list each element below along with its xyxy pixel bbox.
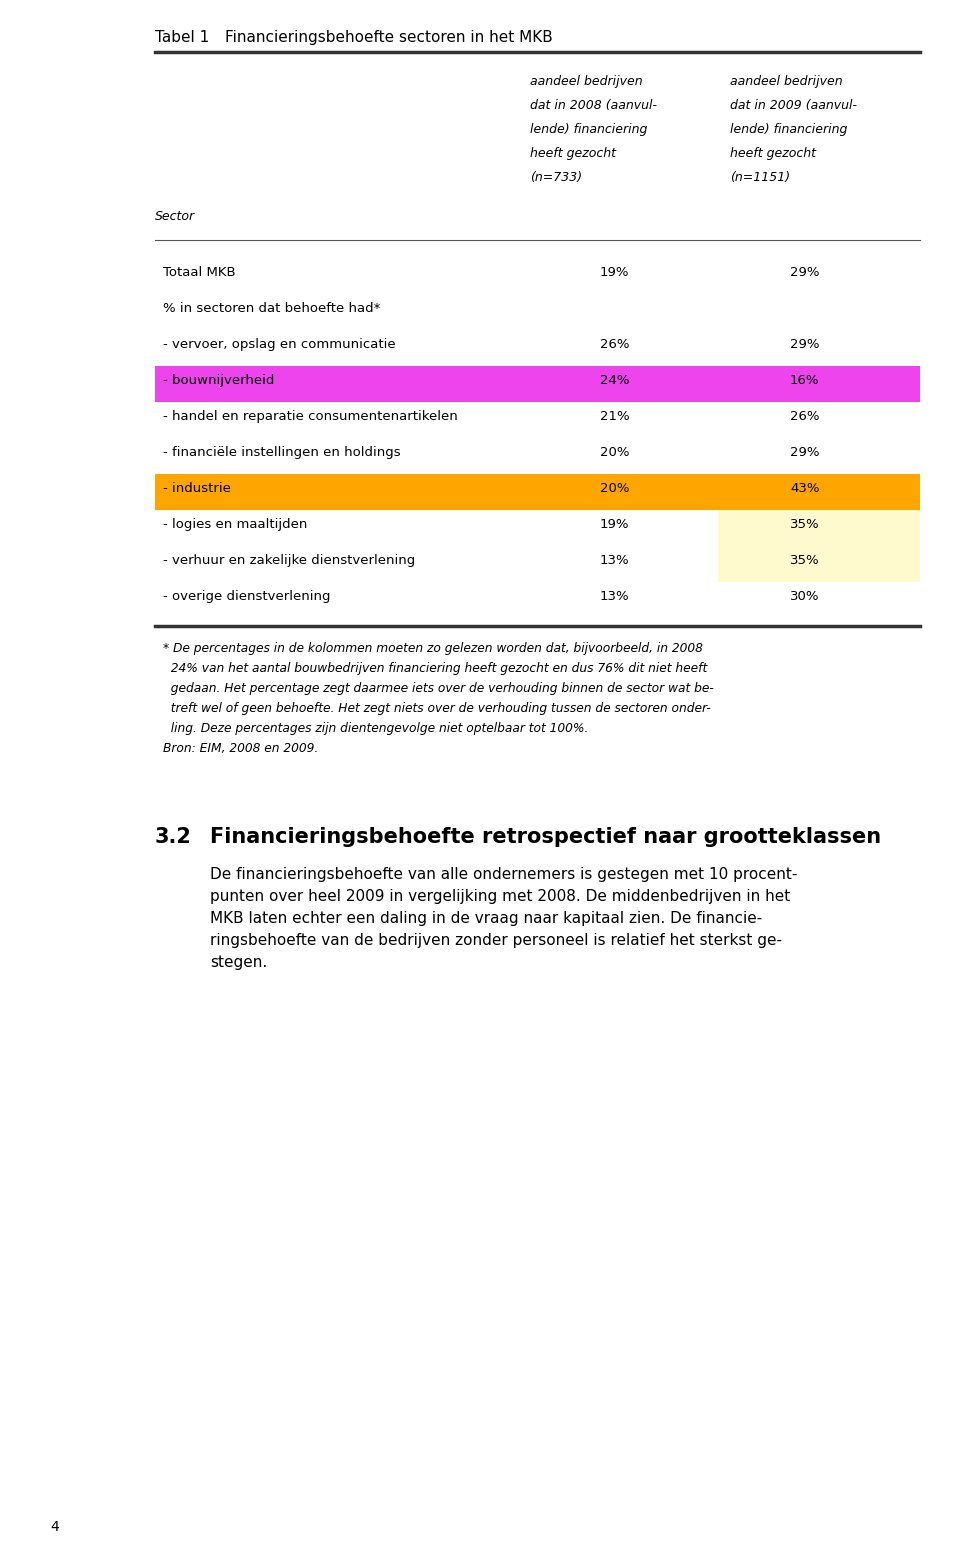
Text: 3.2: 3.2 bbox=[155, 827, 192, 847]
Text: MKB laten echter een daling in de vraag naar kapitaal zien. De financie-: MKB laten echter een daling in de vraag … bbox=[210, 911, 762, 925]
Text: - financiële instellingen en holdings: - financiële instellingen en holdings bbox=[163, 446, 400, 459]
Text: 43%: 43% bbox=[790, 482, 820, 494]
Text: (n=1151): (n=1151) bbox=[730, 171, 790, 183]
Text: Tabel 1: Tabel 1 bbox=[155, 30, 209, 45]
Text: 24% van het aantal bouwbedrijven financiering heeft gezocht en dus 76% dit niet : 24% van het aantal bouwbedrijven financi… bbox=[163, 662, 708, 675]
Text: Bron: EIM, 2008 en 2009.: Bron: EIM, 2008 en 2009. bbox=[163, 742, 319, 756]
Text: Financieringsbehoefte retrospectief naar grootteklassen: Financieringsbehoefte retrospectief naar… bbox=[210, 827, 881, 847]
Bar bbox=[718, 510, 920, 546]
Text: 21%: 21% bbox=[600, 411, 630, 423]
Text: - handel en reparatie consumentenartikelen: - handel en reparatie consumentenartikel… bbox=[163, 411, 458, 423]
Text: 13%: 13% bbox=[600, 589, 630, 603]
Text: 29%: 29% bbox=[790, 446, 820, 459]
Text: ringsbehoefte van de bedrijven zonder personeel is relatief het sterkst ge-: ringsbehoefte van de bedrijven zonder pe… bbox=[210, 933, 782, 949]
Text: 16%: 16% bbox=[790, 375, 820, 387]
Text: - industrie: - industrie bbox=[163, 482, 230, 494]
Text: stegen.: stegen. bbox=[210, 955, 267, 970]
Text: 19%: 19% bbox=[600, 266, 630, 278]
Text: 19%: 19% bbox=[600, 518, 630, 530]
Text: dat in 2009 (aanvul-: dat in 2009 (aanvul- bbox=[730, 100, 857, 112]
Text: (n=733): (n=733) bbox=[530, 171, 582, 183]
Text: Financieringsbehoefte sectoren in het MKB: Financieringsbehoefte sectoren in het MK… bbox=[225, 30, 553, 45]
Text: 13%: 13% bbox=[600, 554, 630, 568]
Text: lende) financiering: lende) financiering bbox=[730, 123, 848, 135]
Bar bbox=[155, 474, 920, 510]
Text: 35%: 35% bbox=[790, 554, 820, 568]
Text: 30%: 30% bbox=[790, 589, 820, 603]
Text: 29%: 29% bbox=[790, 266, 820, 278]
Text: aandeel bedrijven: aandeel bedrijven bbox=[730, 75, 843, 89]
Text: treft wel of geen behoefte. Het zegt niets over de verhouding tussen de sectoren: treft wel of geen behoefte. Het zegt nie… bbox=[163, 701, 710, 715]
Text: - bouwnijverheid: - bouwnijverheid bbox=[163, 375, 275, 387]
Text: - verhuur en zakelijke dienstverlening: - verhuur en zakelijke dienstverlening bbox=[163, 554, 416, 568]
Text: gedaan. Het percentage zegt daarmee iets over de verhouding binnen de sector wat: gedaan. Het percentage zegt daarmee iets… bbox=[163, 683, 713, 695]
Bar bbox=[155, 365, 920, 403]
Text: punten over heel 2009 in vergelijking met 2008. De middenbedrijven in het: punten over heel 2009 in vergelijking me… bbox=[210, 889, 790, 903]
Text: Totaal MKB: Totaal MKB bbox=[163, 266, 235, 278]
Text: heeft gezocht: heeft gezocht bbox=[530, 148, 616, 160]
Bar bbox=[718, 546, 920, 582]
Text: - vervoer, opslag en communicatie: - vervoer, opslag en communicatie bbox=[163, 337, 396, 351]
Text: 20%: 20% bbox=[600, 446, 630, 459]
Text: Sector: Sector bbox=[155, 210, 195, 222]
Text: 35%: 35% bbox=[790, 518, 820, 530]
Text: De financieringsbehoefte van alle ondernemers is gestegen met 10 procent-: De financieringsbehoefte van alle ondern… bbox=[210, 868, 798, 882]
Text: 26%: 26% bbox=[600, 337, 630, 351]
Text: - overige dienstverlening: - overige dienstverlening bbox=[163, 589, 330, 603]
Text: 24%: 24% bbox=[600, 375, 630, 387]
Text: ling. Deze percentages zijn dientengevolge niet optelbaar tot 100%.: ling. Deze percentages zijn dientengevol… bbox=[163, 722, 588, 736]
Text: * De percentages in de kolommen moeten zo gelezen worden dat, bijvoorbeeld, in 2: * De percentages in de kolommen moeten z… bbox=[163, 642, 703, 655]
Text: dat in 2008 (aanvul-: dat in 2008 (aanvul- bbox=[530, 100, 657, 112]
Text: aandeel bedrijven: aandeel bedrijven bbox=[530, 75, 642, 89]
Text: 4: 4 bbox=[50, 1519, 59, 1533]
Text: % in sectoren dat behoefte had*: % in sectoren dat behoefte had* bbox=[163, 302, 380, 316]
Text: - logies en maaltijden: - logies en maaltijden bbox=[163, 518, 307, 530]
Text: 26%: 26% bbox=[790, 411, 820, 423]
Text: heeft gezocht: heeft gezocht bbox=[730, 148, 816, 160]
Text: lende) financiering: lende) financiering bbox=[530, 123, 647, 135]
Text: 20%: 20% bbox=[600, 482, 630, 494]
Text: 29%: 29% bbox=[790, 337, 820, 351]
